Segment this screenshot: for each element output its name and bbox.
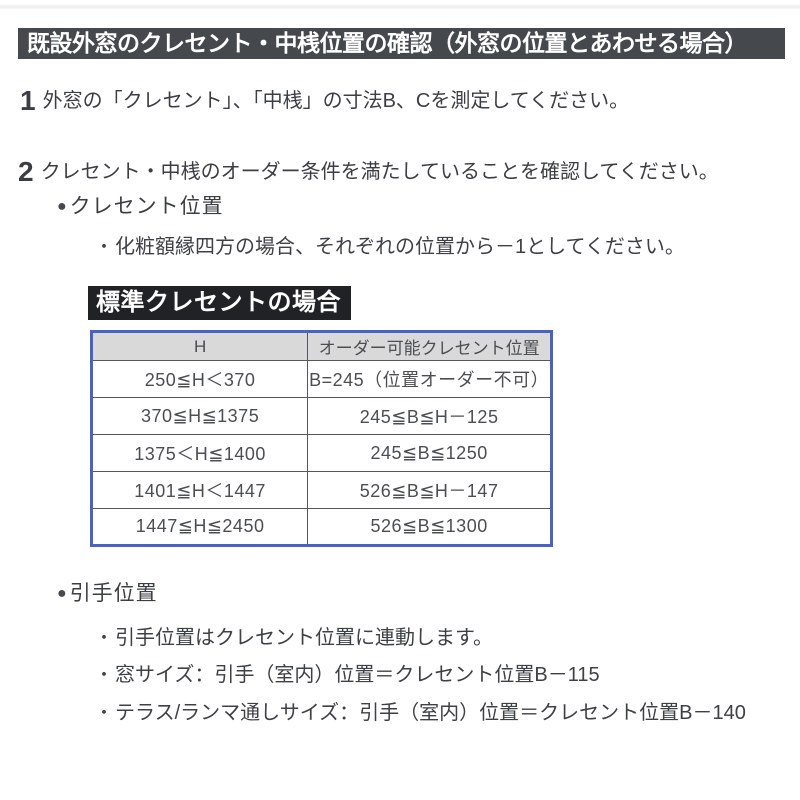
- table-cell-h: 1375＜H≦1400: [90, 434, 309, 472]
- step-2: 2 クレセント・中桟のオーダー条件を満たしていることを確認してください。: [18, 156, 719, 187]
- table-row: 1447≦H≦2450 526≦B≦1300: [90, 508, 552, 546]
- table-cell-h: 1401≦H＜1447: [90, 471, 309, 509]
- section-header-title: 既設外窓のクレセント・中桟位置の確認（外窓の位置とあわせる場合）: [27, 30, 748, 56]
- crescent-position-heading-text: クレセント位置: [69, 195, 224, 218]
- step-1-number: 1: [20, 85, 36, 116]
- handle-position-note: ・テラス/ランマ通しサイズ：引手（室内）位置＝クレセント位置B－140: [95, 696, 746, 725]
- handle-position-heading-text: 引手位置: [69, 582, 158, 605]
- bullet-dot-icon: ・: [95, 665, 113, 685]
- step-1: 1 外窓の「クレセント」、「中桟」の寸法B、Cを測定してください。: [20, 85, 630, 116]
- table-row: 1375＜H≦1400 245≦B≦1250: [90, 434, 552, 472]
- step-2-number: 2: [18, 156, 34, 187]
- scan-artifact-line: [0, 4, 800, 9]
- handle-note-text: 引手位置はクレセント位置に連動します。: [115, 627, 493, 649]
- table-cell-h: 1447≦H≦2450: [90, 508, 309, 546]
- handle-position-note: ・引手位置はクレセント位置に連動します。: [95, 621, 493, 650]
- table-cell-order: 526≦B≦1300: [307, 508, 552, 546]
- bullet-circle-icon: ●: [57, 198, 67, 215]
- bullet-dot-icon: ・: [95, 237, 113, 257]
- table-header-order: オーダー可能クレセント位置: [307, 331, 552, 361]
- bullet-dot-icon: ・: [95, 628, 113, 648]
- table-cell-h: 370≦H≦1375: [90, 397, 309, 435]
- table-row: 370≦H≦1375 245≦B≦H－125: [90, 397, 552, 435]
- table-header-h: H: [90, 331, 309, 361]
- table-row: 1401≦H＜1447 526≦B≦H－147: [90, 471, 552, 509]
- crescent-position-note-text: 化粧額縁四方の場合、それぞれの位置から－1としてください。: [115, 236, 685, 258]
- crescent-position-table: H オーダー可能クレセント位置 250≦H＜370 B=245（位置オーダー不可…: [90, 330, 553, 547]
- standard-crescent-label-text: 標準クレセントの場合: [96, 289, 341, 316]
- table-cell-order: 245≦B≦H－125: [307, 397, 552, 435]
- table-row: 250≦H＜370 B=245（位置オーダー不可）: [90, 360, 552, 398]
- bullet-circle-icon: ●: [57, 585, 67, 602]
- table-header-row: H オーダー可能クレセント位置: [90, 331, 552, 361]
- crescent-position-heading: ● クレセント位置: [57, 196, 224, 218]
- handle-note-text: テラス/ランマ通しサイズ：引手（室内）位置＝クレセント位置B－140: [115, 702, 746, 724]
- handle-position-heading: ● 引手位置: [57, 583, 158, 605]
- table-cell-order: 245≦B≦1250: [307, 434, 552, 472]
- table-cell-order: B=245（位置オーダー不可）: [307, 360, 552, 398]
- step-1-text: 外窓の「クレセント」、「中桟」の寸法B、Cを測定してください。: [42, 90, 630, 112]
- handle-position-note: ・窓サイズ：引手（室内）位置＝クレセント位置B－115: [95, 658, 600, 687]
- handle-note-text: 窓サイズ：引手（室内）位置＝クレセント位置B－115: [115, 664, 600, 686]
- bullet-dot-icon: ・: [95, 703, 113, 723]
- table-cell-h: 250≦H＜370: [90, 360, 309, 398]
- standard-crescent-label: 標準クレセントの場合: [88, 286, 351, 320]
- crescent-position-note: ・化粧額縁四方の場合、それぞれの位置から－1としてください。: [95, 230, 685, 259]
- section-header-bar: 既設外窓のクレセント・中桟位置の確認（外窓の位置とあわせる場合）: [18, 28, 785, 59]
- table-cell-order: 526≦B≦H－147: [307, 471, 552, 509]
- step-2-text: クレセント・中桟のオーダー条件を満たしていることを確認してください。: [40, 161, 719, 183]
